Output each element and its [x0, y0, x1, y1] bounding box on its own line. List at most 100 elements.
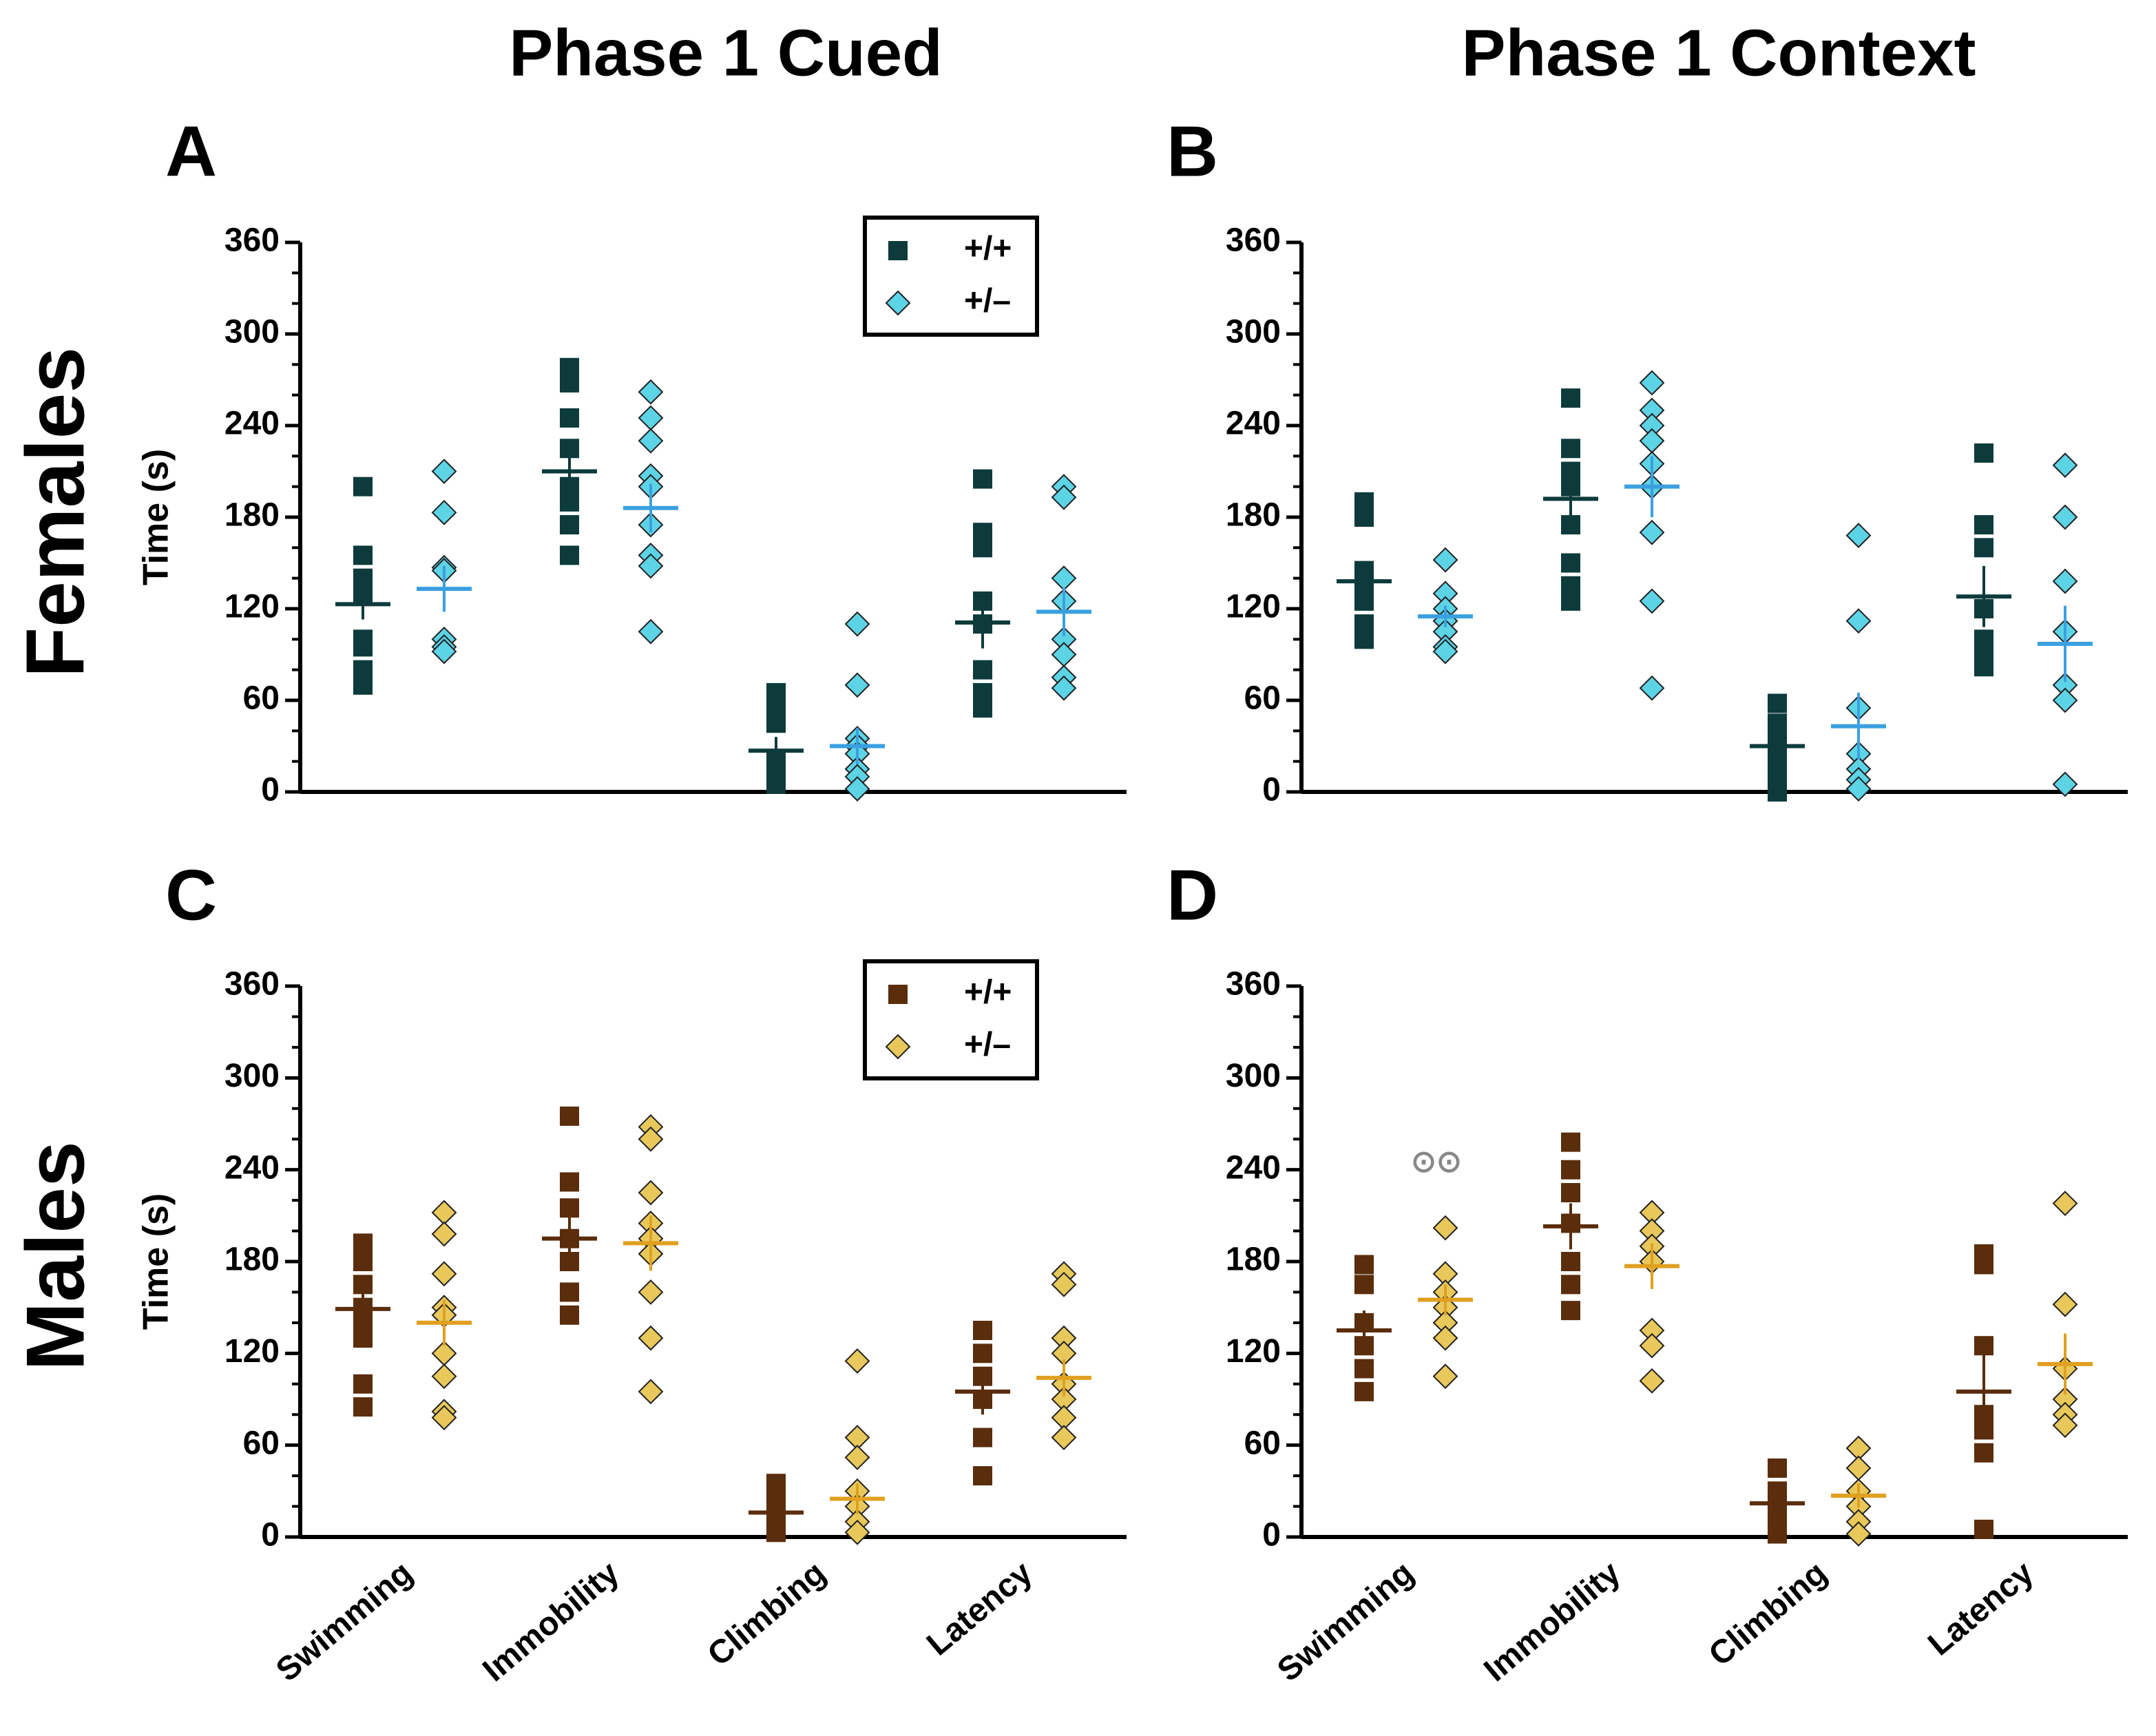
data-point: [1845, 1455, 1872, 1481]
x-tick-label: Swimming: [269, 1555, 419, 1689]
data-point: [638, 379, 664, 405]
x-tick-label: Latency: [920, 1554, 1039, 1662]
data-point: [1561, 388, 1580, 408]
data-point: [973, 1428, 992, 1447]
data-point: [1639, 1332, 1665, 1359]
data-point: [2052, 1412, 2078, 1439]
data-point: [1432, 1363, 1458, 1390]
y-tick-label: 60: [1244, 680, 1281, 717]
y-tick-label: 180: [224, 1242, 280, 1278]
y-axis-label: Time (s): [136, 1193, 176, 1330]
data-point: [1639, 675, 1665, 701]
data-point: [1974, 515, 1993, 535]
y-tick-label: 60: [243, 680, 280, 717]
data-point: [1768, 782, 1787, 802]
data-point: [1051, 1271, 1077, 1297]
data-point: [2052, 1291, 2078, 1317]
data-point: [1051, 675, 1077, 701]
data-point: [431, 1405, 457, 1431]
data-point: [1639, 519, 1665, 545]
data-point: [638, 1279, 664, 1305]
data-point: [638, 1379, 664, 1405]
data-point: [844, 776, 870, 802]
data-point: [1354, 508, 1374, 527]
y-tick-label: 240: [1226, 406, 1281, 442]
data-point: [560, 1282, 579, 1302]
y-tick-label: 300: [1226, 314, 1281, 351]
data-point: [973, 1466, 992, 1486]
row-label: Females: [10, 347, 102, 678]
data-point: [353, 1252, 373, 1271]
panel: C Time (s) 0 60 120 180 240 300 360 Swimming Immob…: [136, 855, 1127, 1688]
y-tick-label: 360: [1226, 222, 1281, 259]
data-point: [1768, 1524, 1787, 1544]
panel: A Time (s) 0 60 120 180 240 300 360 +/+ +/–: [136, 112, 1127, 808]
column-title: Phase 1 Context: [1462, 16, 1976, 90]
data-point: [560, 1106, 579, 1126]
data-point: [638, 1180, 664, 1206]
data-point: [353, 1374, 373, 1394]
data-point: [1561, 1275, 1580, 1295]
data-point: [353, 675, 373, 695]
x-tick-label: Swimming: [1270, 1555, 1421, 1689]
data-point: [638, 553, 664, 579]
data-point: [1845, 608, 1872, 634]
panel: D 0 60 120 180 240 300 360 Swimming Immobility Cli…: [1166, 855, 2128, 1688]
annotation: ⊙⊙: [1411, 1145, 1462, 1179]
data-point: [638, 405, 664, 431]
panel-label: C: [165, 855, 217, 935]
data-point: [1974, 657, 1993, 677]
data-point: [353, 1397, 373, 1417]
data-point: [431, 459, 457, 484]
data-point: [1354, 1359, 1374, 1379]
column-title: Phase 1 Cued: [509, 16, 943, 90]
data-point: [638, 1325, 664, 1351]
y-tick-label: 360: [224, 222, 280, 259]
data-point: [1561, 553, 1580, 573]
data-point: [1354, 1381, 1374, 1401]
legend-label: +/–: [964, 1027, 1011, 1063]
data-point: [431, 1221, 457, 1247]
data-point: [1639, 428, 1665, 454]
data-point: [766, 774, 786, 794]
data-point: [638, 1126, 664, 1152]
data-point: [1561, 1183, 1580, 1202]
data-point: [1639, 588, 1665, 614]
data-point: [353, 1328, 373, 1348]
data-point: [1974, 1336, 1993, 1356]
data-point: [2052, 687, 2078, 713]
y-tick-label: 120: [224, 589, 280, 625]
legend-marker: [888, 985, 908, 1004]
data-point: [973, 1321, 992, 1340]
data-point: [353, 637, 373, 657]
data-point: [638, 618, 664, 645]
data-point: [560, 408, 579, 428]
y-tick-label: 120: [1226, 1333, 1281, 1370]
y-tick-label: 180: [1226, 497, 1281, 534]
data-point: [766, 713, 786, 733]
y-tick-label: 240: [1226, 1149, 1281, 1186]
data-point: [1051, 1425, 1077, 1450]
x-tick-label: Immobility: [1477, 1554, 1627, 1688]
data-point: [2052, 504, 2078, 530]
data-point: [353, 1233, 373, 1253]
legend-marker: [888, 241, 908, 260]
legend-box: [863, 216, 1039, 337]
panel-label: B: [1166, 112, 1218, 191]
data-point: [1354, 1275, 1374, 1295]
data-point: [973, 698, 992, 718]
y-tick-label: 120: [1226, 589, 1281, 625]
data-point: [431, 638, 457, 665]
data-point: [1561, 1301, 1580, 1321]
data-point: [560, 492, 579, 512]
y-tick-label: 0: [261, 1517, 280, 1554]
data-point: [2052, 568, 2078, 594]
y-tick-label: 0: [261, 772, 280, 808]
legend-label: +/+: [964, 231, 1012, 267]
data-point: [1432, 638, 1458, 665]
data-point: [1974, 1519, 1993, 1539]
y-tick-label: 240: [224, 406, 280, 442]
data-point: [353, 545, 373, 565]
data-point: [1561, 1160, 1580, 1180]
